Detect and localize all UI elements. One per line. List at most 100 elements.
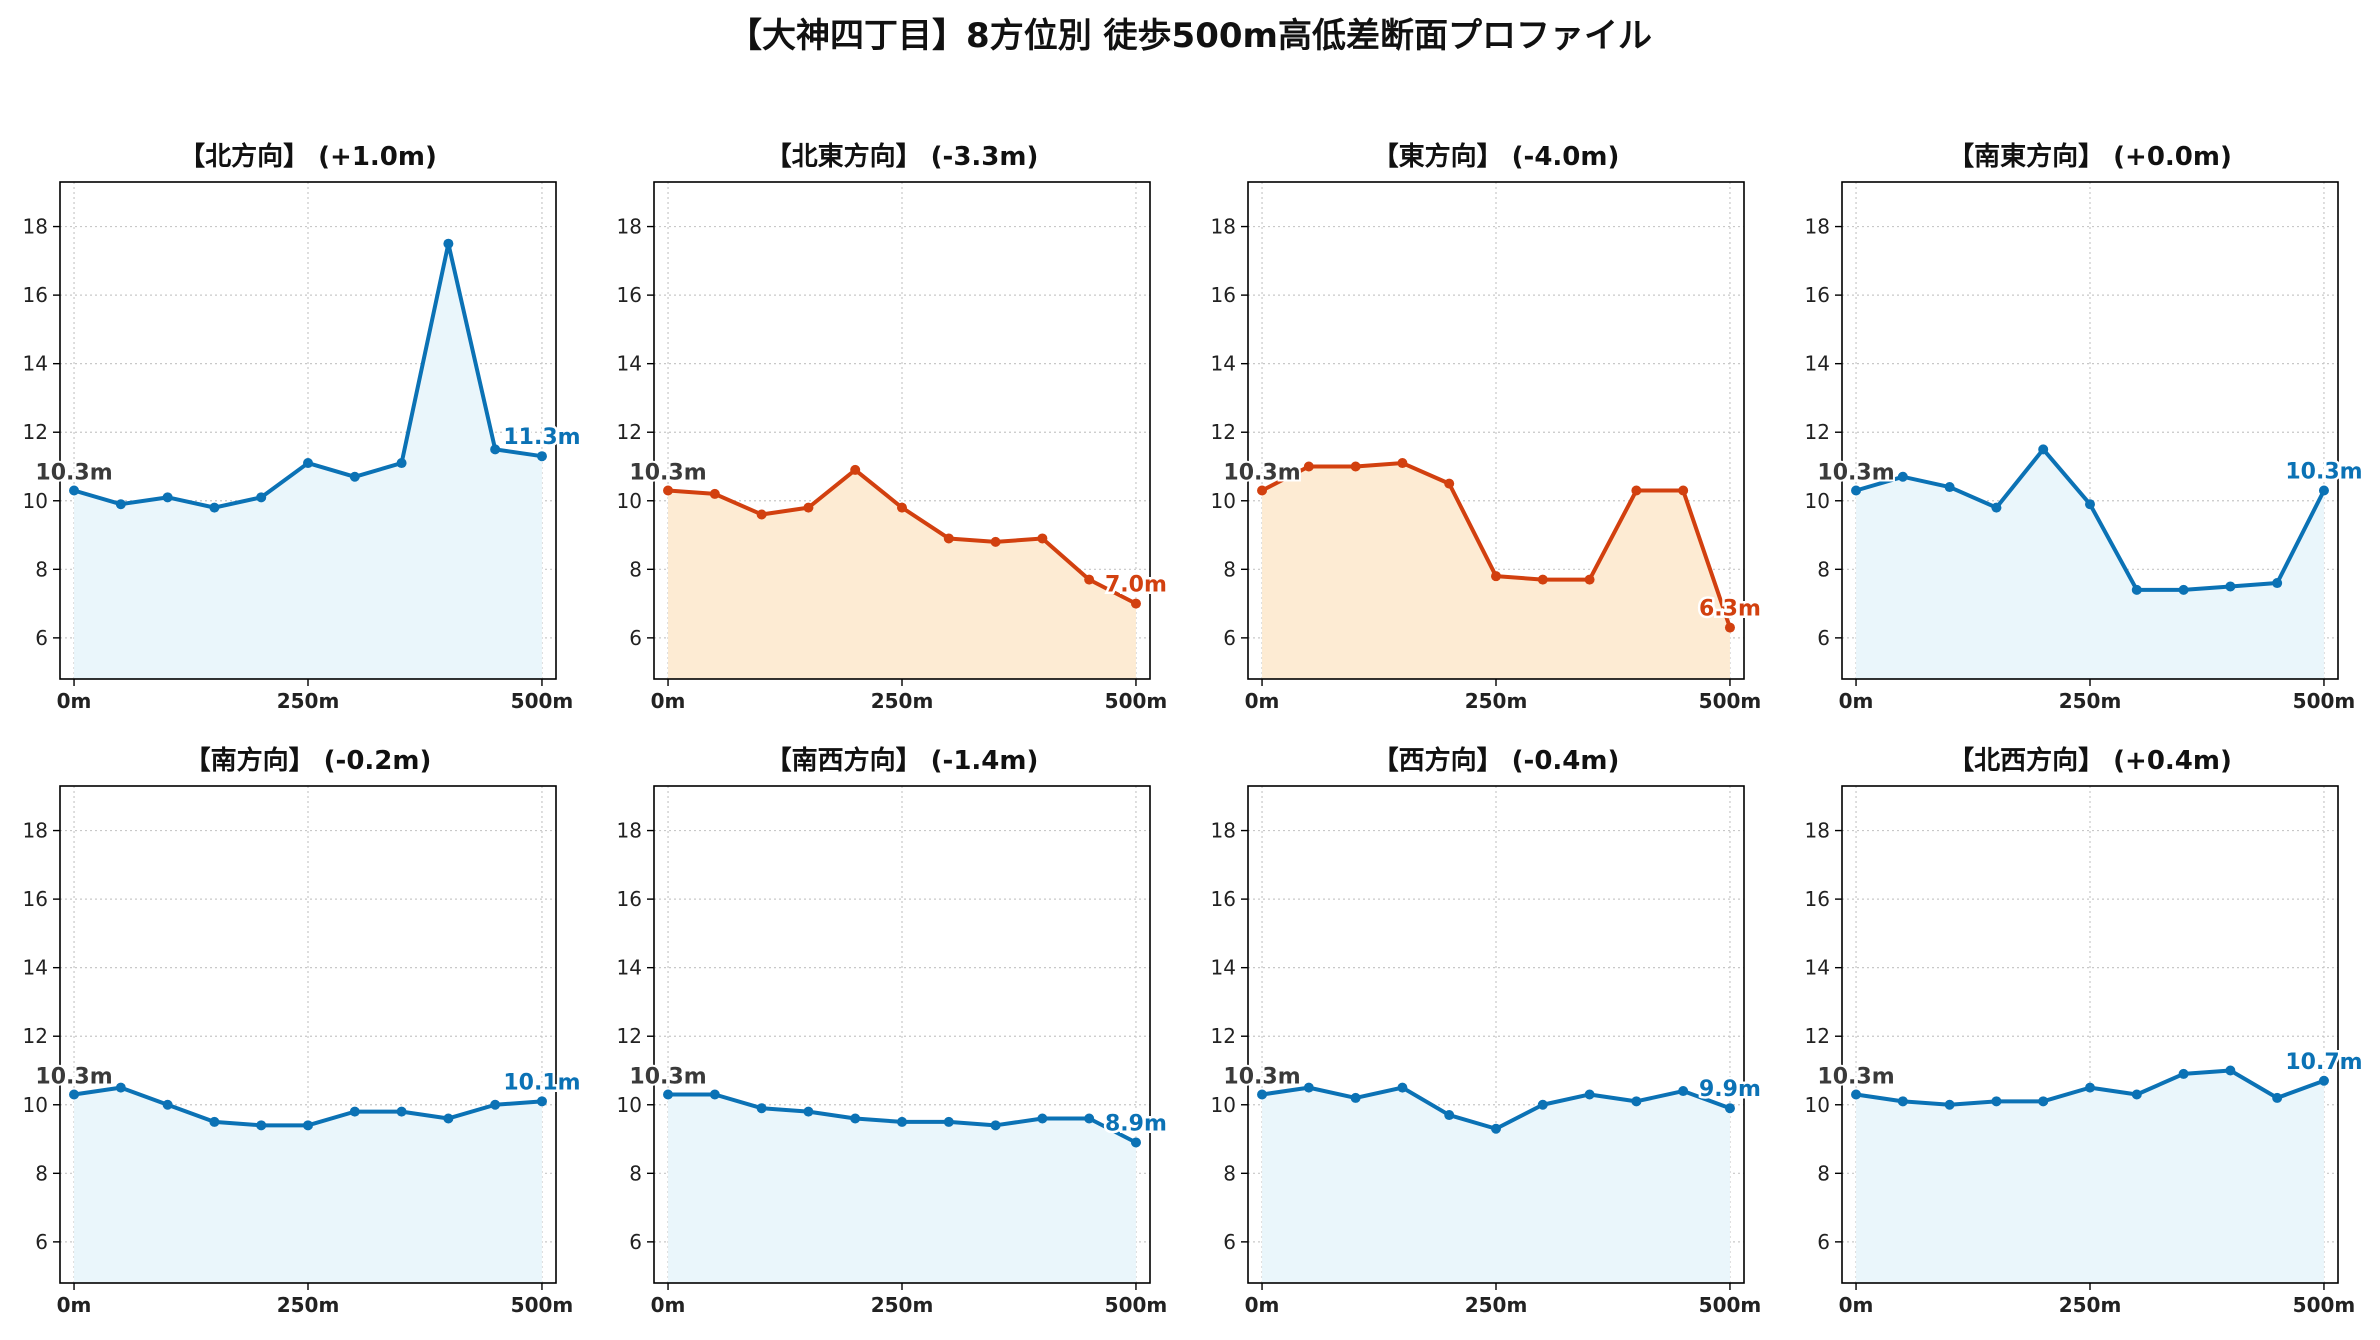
area-fill (668, 469, 1136, 679)
y-tick-label: 18 (1211, 819, 1236, 843)
subplot-title: 【西方向】 (-0.4m) (1373, 745, 1620, 776)
area-fill (74, 243, 542, 680)
y-tick-label: 6 (1817, 1230, 1830, 1254)
subplot-0: 【北方向】 (+1.0m) 6 8 10 12 14 16 18 0m 250m 500m 10.3m… (23, 141, 584, 713)
start-elevation-label: 10.3m (35, 460, 112, 485)
data-point (709, 488, 720, 499)
start-elevation-label: 10.3m (35, 1064, 112, 1089)
y-tick-label: 6 (629, 1230, 642, 1254)
y-tick-label: 12 (23, 420, 48, 444)
x-tick-label: 500m (511, 689, 574, 713)
y-tick-label: 10 (1805, 489, 1830, 513)
data-point (536, 451, 547, 462)
x-tick-label: 500m (1105, 1293, 1168, 1317)
data-point (663, 485, 674, 496)
x-tick-label: 500m (2293, 689, 2356, 713)
data-point (1350, 1092, 1361, 1103)
subplot-title: 【南西方向】 (-1.4m) (766, 745, 1039, 776)
area-fill (1856, 449, 2324, 679)
end-elevation-label: 10.1m (503, 1070, 580, 1095)
y-tick-label: 16 (617, 283, 642, 307)
data-point (1537, 1099, 1548, 1110)
x-tick-label: 0m (1839, 1293, 1874, 1317)
data-point (162, 492, 173, 503)
end-elevation-label: 8.9m (1105, 1111, 1167, 1136)
data-point (490, 1099, 501, 1110)
x-tick-label: 250m (871, 1293, 934, 1317)
x-tick-label: 0m (1245, 1293, 1280, 1317)
data-point (1037, 533, 1048, 544)
data-point (1444, 1110, 1455, 1121)
y-tick-label: 14 (617, 352, 642, 376)
y-tick-label: 8 (35, 1161, 48, 1185)
data-point (1130, 598, 1141, 609)
data-point (1350, 461, 1361, 472)
data-point (2085, 1082, 2095, 1093)
x-tick-label: 500m (1105, 689, 1168, 713)
y-tick-label: 8 (1817, 557, 1830, 581)
data-point (1397, 1082, 1408, 1093)
data-point (1851, 1089, 1862, 1100)
data-point (990, 1120, 1001, 1131)
x-tick-label: 500m (1699, 689, 1762, 713)
subplot-title: 【東方向】 (-4.0m) (1373, 141, 1620, 172)
x-tick-label: 500m (2293, 1293, 2356, 1317)
data-point (209, 502, 220, 513)
subplot-6: 【西方向】 (-0.4m) 6 8 10 12 14 16 18 0m 250m 500m 10.3m… (1211, 745, 1764, 1317)
data-point (1130, 1137, 1141, 1148)
data-point (1397, 458, 1408, 469)
y-tick-label: 14 (1211, 352, 1236, 376)
data-point (2225, 1065, 2236, 1076)
y-tick-label: 10 (617, 1093, 642, 1117)
data-point (443, 1113, 454, 1124)
y-tick-label: 6 (1223, 1230, 1236, 1254)
y-tick-label: 10 (1211, 1093, 1236, 1117)
x-tick-label: 250m (277, 689, 340, 713)
y-tick-label: 12 (1211, 420, 1236, 444)
y-tick-label: 16 (1805, 887, 1830, 911)
data-point (2131, 584, 2142, 595)
data-point (1584, 574, 1595, 585)
data-point (1037, 1113, 1048, 1124)
data-point (2318, 485, 2329, 496)
data-point (2272, 578, 2283, 589)
data-point (2038, 1096, 2049, 1107)
subplot-2: 【東方向】 (-4.0m) 6 8 10 12 14 16 18 0m 250m 500m 10.3m… (1211, 141, 1764, 713)
data-point (1991, 1096, 2002, 1107)
data-point (2085, 499, 2095, 510)
data-point (943, 1116, 954, 1127)
figure-title: 【大神四丁目】8方位別 徒歩500m高低差断面プロファイル (728, 16, 1652, 56)
data-point (490, 444, 501, 455)
end-elevation-label: 10.3m (2285, 459, 2362, 484)
x-tick-label: 0m (57, 1293, 92, 1317)
data-point (1897, 1096, 1908, 1107)
data-point (1678, 485, 1689, 496)
y-tick-label: 14 (1805, 352, 1830, 376)
data-point (990, 536, 1001, 547)
end-elevation-label: 6.3m (1699, 597, 1761, 622)
x-tick-label: 0m (651, 1293, 686, 1317)
subplot-4: 【南方向】 (-0.2m) 6 8 10 12 14 16 18 0m 250m 500m 10.3m… (23, 745, 584, 1317)
data-point (1724, 622, 1735, 633)
start-elevation-label: 10.3m (629, 460, 706, 485)
data-point (2225, 581, 2236, 592)
x-tick-label: 500m (1699, 1293, 1762, 1317)
data-point (1944, 482, 1955, 493)
y-tick-label: 8 (1223, 1161, 1236, 1185)
area-fill (74, 1087, 542, 1283)
start-elevation-label: 10.3m (1223, 460, 1300, 485)
data-point (2318, 1075, 2329, 1086)
data-point (850, 1113, 861, 1124)
data-point (1537, 574, 1548, 585)
data-point (349, 471, 360, 482)
y-tick-label: 6 (1817, 626, 1830, 650)
data-point (2131, 1089, 2142, 1100)
y-tick-label: 16 (23, 283, 48, 307)
y-tick-label: 14 (23, 352, 48, 376)
data-point (1851, 485, 1862, 496)
data-point (256, 492, 267, 503)
x-tick-label: 250m (2059, 689, 2122, 713)
data-point (2178, 1068, 2189, 1079)
data-point (115, 499, 126, 510)
